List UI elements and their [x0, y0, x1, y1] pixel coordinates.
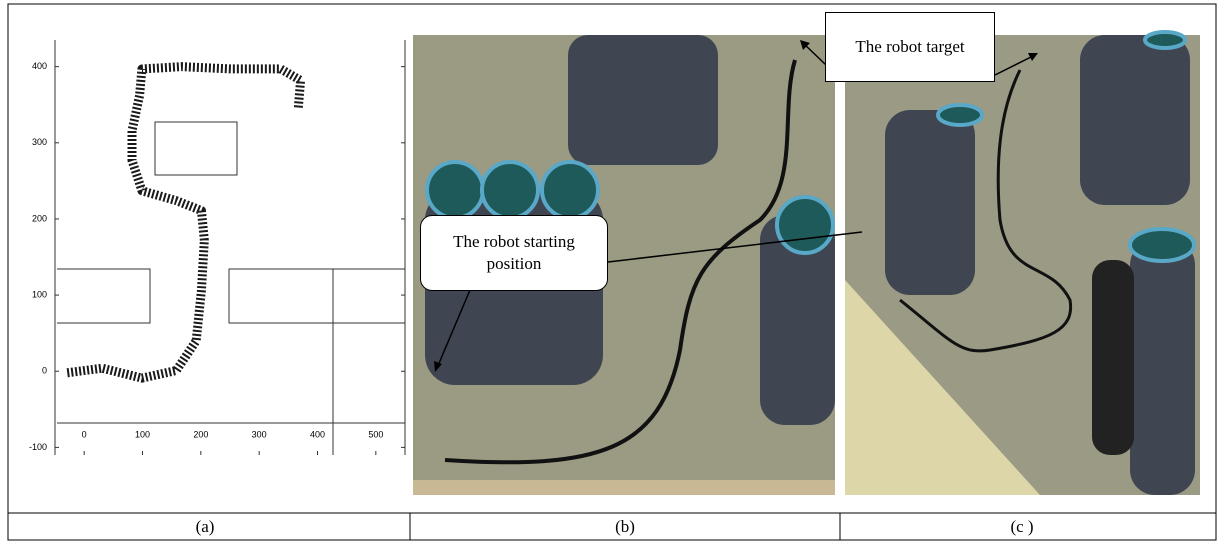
callout-target: The robot target: [825, 12, 995, 82]
callout-start: The robot starting position: [420, 215, 608, 291]
caption: (b): [595, 517, 655, 537]
x-tick-label: 300: [252, 429, 267, 439]
x-tick-label: 500: [368, 429, 383, 439]
photo-c: [845, 32, 1200, 495]
figure-canvas: -100 0 100 200 300 400 0 100 200 300 400 500: [0, 0, 1221, 541]
y-tick-label: 0: [42, 366, 47, 376]
x-tick-label: 200: [193, 429, 208, 439]
caption: (c ): [992, 517, 1052, 537]
y-tick-label: 100: [32, 289, 47, 299]
x-tick-label: 100: [135, 429, 150, 439]
y-tick-label: -100: [29, 442, 47, 452]
y-tick-label: 300: [32, 137, 47, 147]
obstacles: [57, 122, 405, 455]
trajectory: [67, 67, 300, 378]
figure: -100 0 100 200 300 400 0 100 200 300 400 500 The ro…: [0, 0, 1221, 541]
x-tick-label: 400: [310, 429, 325, 439]
y-tick-label: 200: [32, 213, 47, 223]
y-tick-label: 400: [32, 61, 47, 71]
x-tick-label: 0: [82, 429, 87, 439]
caption: (a): [175, 517, 235, 537]
